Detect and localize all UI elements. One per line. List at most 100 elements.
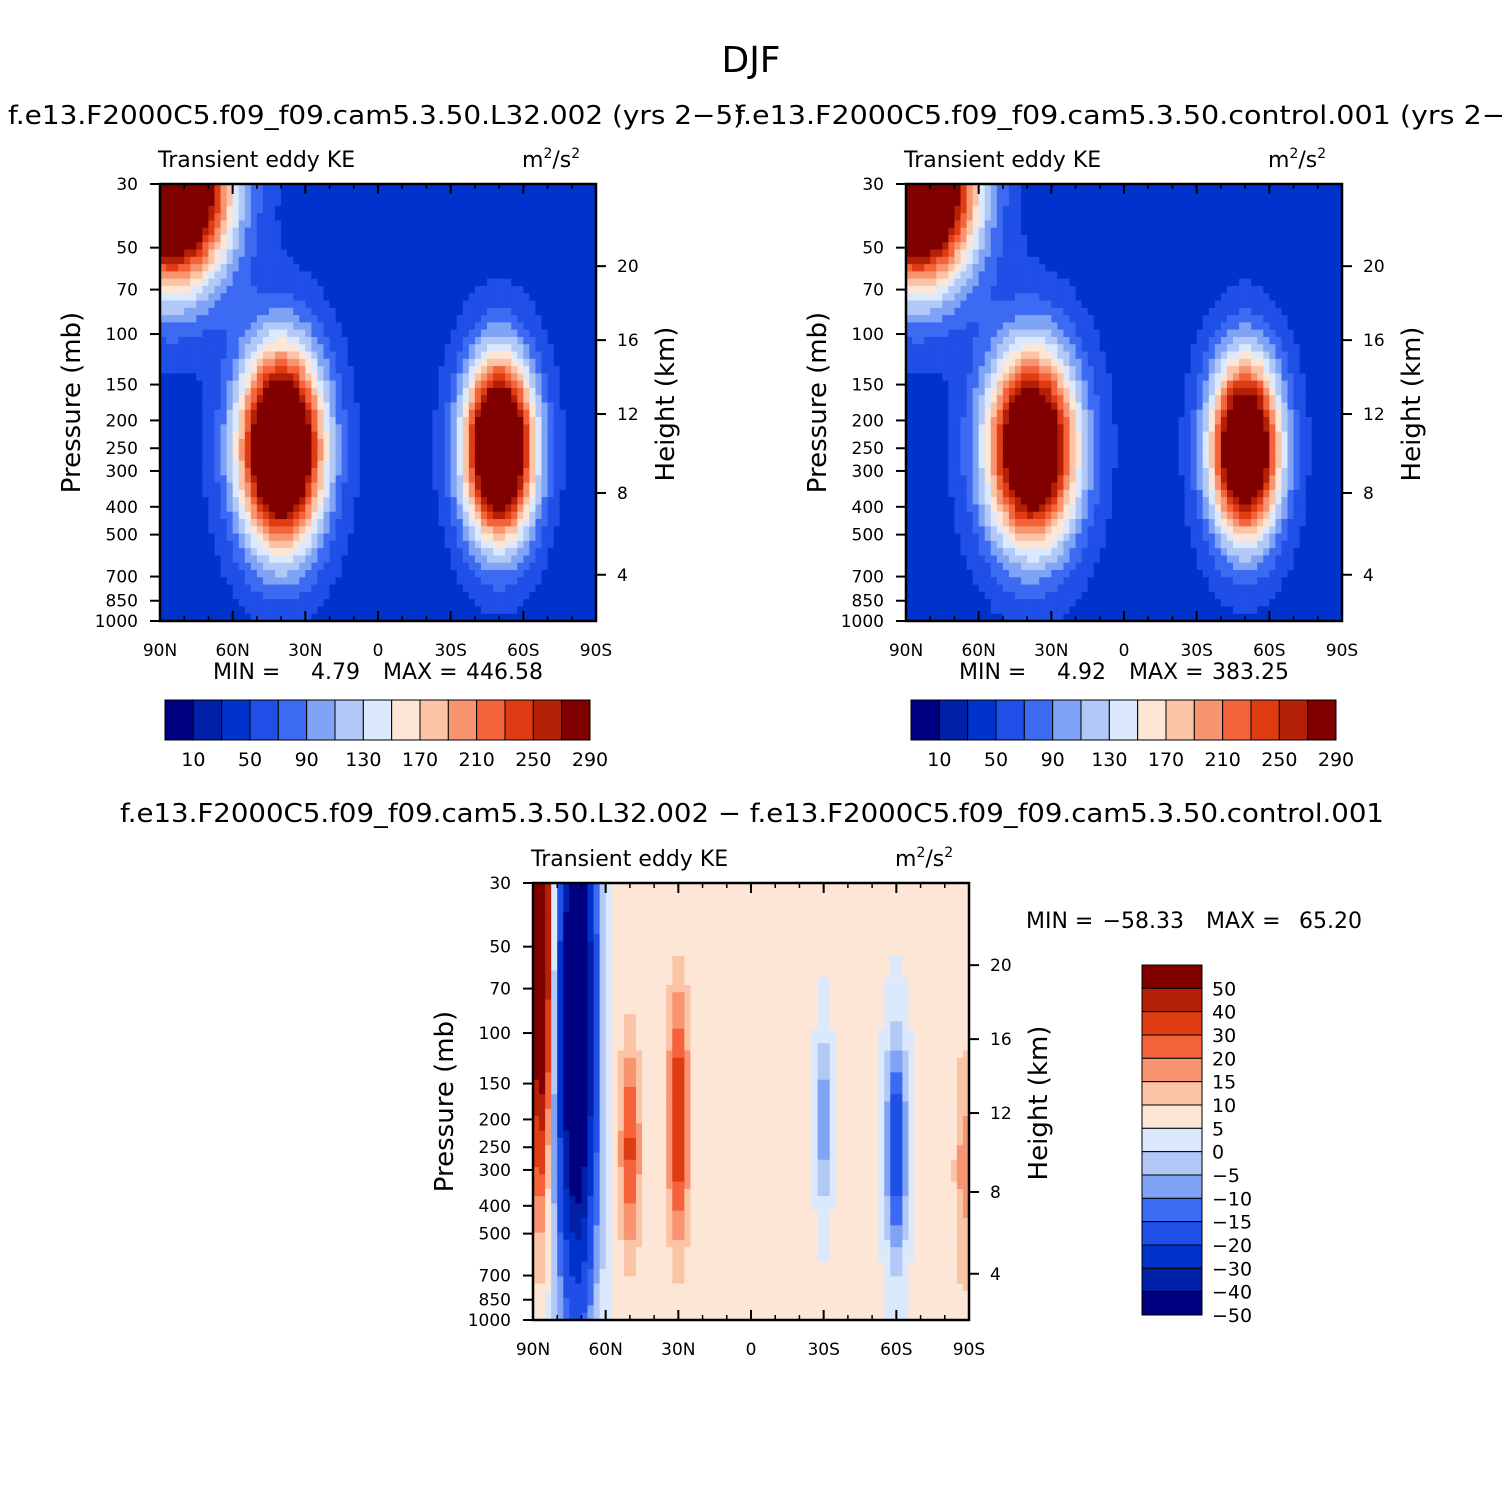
p2-field-cell [948, 184, 956, 192]
p2-field-cell [1287, 220, 1295, 229]
p1-field-cell [487, 460, 494, 469]
p2-field-cell [954, 184, 962, 192]
p1-field-cell [166, 475, 173, 484]
p1-field-cell [365, 213, 373, 222]
p1-field-cell [275, 424, 282, 433]
p1-field-cell [541, 511, 549, 520]
p1-field-cell [220, 315, 228, 323]
p1-x-tick-label: 90N [143, 641, 177, 661]
p1-field-cell [547, 278, 555, 287]
p1-field-cell [311, 548, 319, 557]
p1-field-cell [426, 293, 434, 302]
p1-field-cell [577, 358, 585, 367]
p1-field-cell [293, 387, 300, 396]
p1-field-cell [220, 540, 228, 549]
p1-field-cell [305, 446, 312, 455]
p1-field-cell [214, 489, 222, 498]
p2-field-cell [1335, 191, 1343, 200]
p1-field-cell [347, 256, 355, 265]
p1-field-cell [396, 351, 403, 360]
p1-field-cell [208, 387, 216, 396]
p1-field-cell [414, 555, 421, 564]
p1-field-cell [341, 264, 349, 272]
p1-field-cell [583, 431, 591, 440]
p1-field-cell [493, 555, 500, 564]
p1-field-cell [487, 205, 494, 214]
p1-field-cell [184, 213, 191, 222]
p1-field-cell [535, 446, 543, 455]
p1-field-cell [359, 591, 367, 600]
p1-field-cell [390, 591, 397, 600]
p1-field-cell [365, 504, 373, 513]
p1-field-cell [402, 329, 409, 338]
p1-field-cell [511, 533, 518, 542]
p1-field-cell [444, 205, 452, 214]
p1-field-cell [456, 555, 464, 564]
p1-field-cell [390, 373, 397, 382]
p1-field-cell [541, 387, 549, 396]
p1-field-cell [589, 519, 597, 527]
p1-field-cell [311, 497, 319, 506]
p1-field-cell [444, 504, 452, 513]
p1-field-cell [480, 285, 488, 294]
p2-field-cell [1239, 198, 1246, 207]
p1-field-cell [499, 555, 506, 564]
p1-field-cell [378, 460, 385, 469]
p1-field-cell [438, 548, 446, 557]
p1-field-cell [214, 417, 222, 425]
p1-field-cell [190, 555, 197, 564]
p1-field-cell [487, 526, 494, 535]
p1-field-cell [335, 220, 343, 229]
p1-field-cell [474, 220, 482, 229]
p1-field-cell [287, 366, 294, 374]
p1-field-cell [226, 264, 234, 272]
p1-field-cell [341, 242, 349, 251]
p1-field-cell [450, 249, 458, 258]
p2-field-cell [960, 213, 968, 222]
p1-field-cell [317, 453, 325, 462]
p1-field-cell [553, 431, 561, 440]
p2-field-cell [918, 191, 925, 200]
p1-field-cell [371, 366, 379, 374]
p1-field-cell [172, 402, 179, 411]
p1-field-cell [275, 599, 282, 608]
p1-field-cell [311, 533, 319, 542]
p1-field-cell [480, 460, 488, 469]
p1-field-cell [323, 191, 331, 200]
p1-field-cell [262, 570, 270, 578]
p1-field-cell [547, 227, 555, 236]
p1-field-cell [529, 373, 537, 382]
p1-field-cell [450, 256, 458, 265]
p1-field-cell [275, 540, 282, 549]
p1-field-cell [238, 570, 246, 578]
p1-field-cell [281, 570, 288, 578]
p1-field-cell [589, 315, 597, 323]
p1-field-cell [262, 387, 270, 396]
p1-field-cell [589, 424, 597, 433]
p1-field-cell [359, 344, 367, 353]
p1-field-cell [517, 460, 524, 469]
p1-field-cell [335, 504, 343, 513]
p1-field-cell [226, 322, 234, 331]
p1-field-cell [541, 358, 549, 367]
p1-field-cell [184, 570, 191, 578]
p1-field-cell [323, 409, 331, 418]
p1-field-cell [329, 417, 337, 425]
p2-field-cell [978, 191, 986, 200]
p1-field-cell [529, 533, 537, 542]
p1-field-cell [541, 446, 549, 455]
p1-field-cell [275, 213, 282, 222]
p1-field-cell [184, 438, 191, 447]
p1-field-cell [178, 293, 185, 302]
p1-field-cell [559, 424, 567, 433]
p1-field-cell [341, 438, 349, 447]
p1-field-cell [269, 409, 276, 418]
p1-field-cell [420, 475, 428, 484]
p1-field-cell [553, 468, 561, 476]
p2-field-cell [996, 205, 1004, 214]
p1-field-cell [438, 446, 446, 455]
p1-field-cell [281, 395, 288, 404]
p1-field-cell [420, 256, 428, 265]
p1-field-cell [511, 409, 518, 418]
p1-field-cell [365, 438, 373, 447]
